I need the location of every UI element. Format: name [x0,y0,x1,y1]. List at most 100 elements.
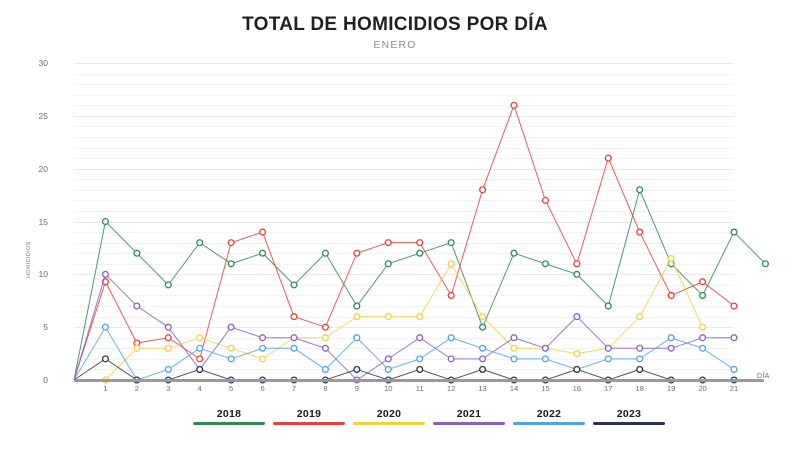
legend-item-2019[interactable]: 2019 [266,408,352,425]
data-point[interactable] [133,344,141,352]
data-point[interactable] [479,323,487,331]
data-point[interactable] [447,291,455,300]
data-point[interactable] [699,344,707,352]
data-point[interactable] [353,365,361,373]
data-point[interactable] [321,344,329,352]
data-point[interactable] [384,365,392,373]
data-point[interactable] [384,239,392,247]
data-point[interactable] [164,281,172,289]
legend-item-2021[interactable]: 2021 [426,408,512,425]
data-point[interactable] [164,334,172,342]
data-point[interactable] [479,355,487,363]
legend-item-2023[interactable]: 2023 [586,408,672,425]
legend-item-2022[interactable]: 2022 [506,408,592,425]
data-point[interactable] [730,365,738,373]
data-point[interactable] [196,344,204,352]
data-point[interactable] [416,355,424,363]
data-point[interactable] [636,186,644,194]
data-point[interactable] [259,355,267,363]
data-point[interactable] [636,365,644,373]
data-point[interactable] [636,344,644,352]
data-point[interactable] [636,355,644,363]
legend-item-2018[interactable]: 2018 [186,408,272,425]
data-point[interactable] [636,313,644,321]
data-point[interactable] [101,323,109,331]
data-point[interactable] [541,260,549,268]
data-point[interactable] [573,365,581,373]
data-point[interactable] [290,344,298,352]
data-point[interactable] [667,291,675,300]
data-point[interactable] [479,186,487,194]
data-point[interactable] [196,334,204,342]
data-point[interactable] [604,344,612,352]
data-point[interactable] [541,196,549,204]
data-point[interactable] [699,291,707,300]
data-point[interactable] [573,350,581,358]
data-point[interactable] [479,344,487,352]
data-point[interactable] [353,313,361,321]
data-point[interactable] [227,239,235,247]
data-point[interactable] [699,323,707,331]
data-point[interactable] [604,355,612,363]
data-point[interactable] [447,260,455,268]
data-point[interactable] [227,260,235,268]
data-point[interactable] [730,302,738,310]
data-point[interactable] [667,254,675,263]
data-point[interactable] [101,270,109,278]
data-point[interactable] [667,344,675,352]
data-point[interactable] [321,365,329,373]
data-point[interactable] [761,260,769,268]
data-point[interactable] [133,302,141,310]
data-point[interactable] [321,334,329,342]
data-point[interactable] [164,323,172,331]
data-point[interactable] [510,344,518,352]
data-point[interactable] [604,302,612,310]
data-point[interactable] [667,334,675,342]
data-point[interactable] [353,249,361,257]
data-point[interactable] [227,344,235,352]
data-point[interactable] [573,270,581,278]
data-point[interactable] [541,355,549,363]
data-point[interactable] [290,281,298,289]
data-point[interactable] [730,334,738,342]
data-point[interactable] [479,365,487,373]
data-point[interactable] [573,260,581,268]
data-point[interactable] [479,313,487,321]
data-point[interactable] [604,154,612,162]
data-point[interactable] [384,313,392,321]
data-point[interactable] [447,239,455,247]
data-point[interactable] [416,334,424,342]
data-point[interactable] [101,217,109,226]
data-point[interactable] [321,323,329,331]
data-point[interactable] [541,344,549,352]
data-point[interactable] [510,355,518,363]
data-point[interactable] [510,249,518,257]
data-point[interactable] [259,249,267,257]
data-point[interactable] [290,334,298,342]
data-point[interactable] [227,355,235,363]
data-point[interactable] [384,355,392,363]
data-point[interactable] [416,365,424,373]
data-point[interactable] [510,334,518,342]
data-point[interactable] [259,334,267,342]
data-point[interactable] [510,101,518,109]
data-point[interactable] [636,228,644,236]
data-point[interactable] [164,365,172,373]
data-point[interactable] [573,313,581,321]
data-point[interactable] [101,355,109,363]
data-point[interactable] [447,334,455,342]
data-point[interactable] [699,278,707,286]
data-point[interactable] [384,260,392,268]
data-point[interactable] [196,365,204,373]
data-point[interactable] [196,239,204,247]
data-point[interactable] [164,344,172,352]
data-point[interactable] [730,228,738,236]
data-point[interactable] [416,313,424,321]
data-point[interactable] [259,344,267,352]
data-point[interactable] [416,239,424,247]
data-point[interactable] [227,323,235,331]
legend-item-2020[interactable]: 2020 [346,408,432,425]
data-point[interactable] [133,249,141,257]
data-point[interactable] [699,334,707,342]
data-point[interactable] [416,249,424,257]
